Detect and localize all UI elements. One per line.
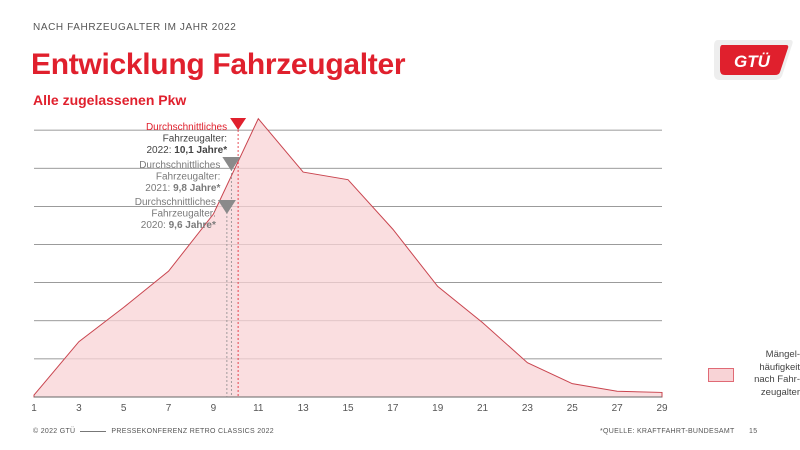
x-tick-label: 1 xyxy=(31,403,37,414)
x-tick-label: 25 xyxy=(567,403,579,414)
footer-copyright: © 2022 GTÜ xyxy=(33,428,76,435)
legend-line: häufigkeit xyxy=(759,361,800,373)
x-tick-label: 9 xyxy=(211,403,217,414)
average-age-marker xyxy=(222,157,241,171)
x-tick-label: 7 xyxy=(166,403,172,414)
legend-line: zeugalter xyxy=(760,386,800,398)
x-tick-label: 23 xyxy=(522,403,534,414)
x-tick-label: 13 xyxy=(298,403,310,414)
annotation-label: Durchschnittliches xyxy=(139,160,220,171)
annotation-label: Durchschnittliches xyxy=(135,197,216,208)
annotation-value: 2022: 10,1 Jahre* xyxy=(146,145,227,156)
gtu-logo: GTÜ xyxy=(714,40,793,80)
legend-line: Mängel- xyxy=(765,349,800,360)
x-tick-label: 27 xyxy=(612,403,624,414)
x-tick-label: 21 xyxy=(477,403,489,414)
annotation-year: 2021: xyxy=(145,183,173,194)
annotation-label: Durchschnittliches xyxy=(146,122,227,133)
annotation-label: Fahrzeugalter: xyxy=(163,134,227,145)
legend-swatch xyxy=(708,368,734,382)
page-number: 15 xyxy=(749,428,758,435)
x-tick-label: 29 xyxy=(656,403,668,414)
annotation-age: 9,8 Jahre* xyxy=(173,183,220,194)
x-tick-label: 3 xyxy=(76,403,82,414)
annotation-label: Fahrzeugalter: xyxy=(156,172,220,183)
legend-label: Mängel- häufigkeit nach Fahr- zeugalter xyxy=(738,349,800,399)
page-title: Entwicklung Fahrzeugalter xyxy=(31,48,406,81)
legend-line: nach Fahr- xyxy=(754,374,800,385)
x-tick-label: 11 xyxy=(253,403,264,414)
x-tick-label: 17 xyxy=(387,403,399,414)
annotation-label: Fahrzeugalter: xyxy=(151,209,215,220)
page-kicker: NACH FAHRZEUGALTER IM JAHR 2022 xyxy=(33,22,237,33)
annotation-age: 9,6 Jahre* xyxy=(169,220,216,231)
footer-left: © 2022 GTÜ PRESSEKONFERENZ RETRO CLASSICS… xyxy=(33,428,274,435)
annotation-value: 2021: 9,8 Jahre* xyxy=(145,183,220,194)
annotation-year: 2022: xyxy=(146,145,174,156)
annotation-value: 2020: 9,6 Jahre* xyxy=(141,220,216,231)
x-tick-label: 15 xyxy=(342,403,354,414)
footer-event: PRESSEKONFERENZ RETRO CLASSICS 2022 xyxy=(111,428,275,435)
average-age-marker xyxy=(217,200,236,214)
logo-text: GTÜ xyxy=(734,52,771,71)
annotation-year: 2020: xyxy=(141,220,169,231)
x-tick-label: 5 xyxy=(121,403,127,414)
page-subtitle: Alle zugelassenen Pkw xyxy=(33,92,187,108)
average-age-marker xyxy=(230,118,247,130)
area-series xyxy=(33,117,663,398)
x-tick-label: 19 xyxy=(432,403,444,414)
footer-source: *QUELLE: KRAFTFAHRT-BUNDESAMT xyxy=(600,428,735,435)
footer-divider xyxy=(80,430,107,432)
annotation-age: 10,1 Jahre* xyxy=(174,145,227,156)
x-tick-labels: 1 3 5 7 9 11 13 15 17 19 21 23 25 27 29 xyxy=(31,403,668,414)
